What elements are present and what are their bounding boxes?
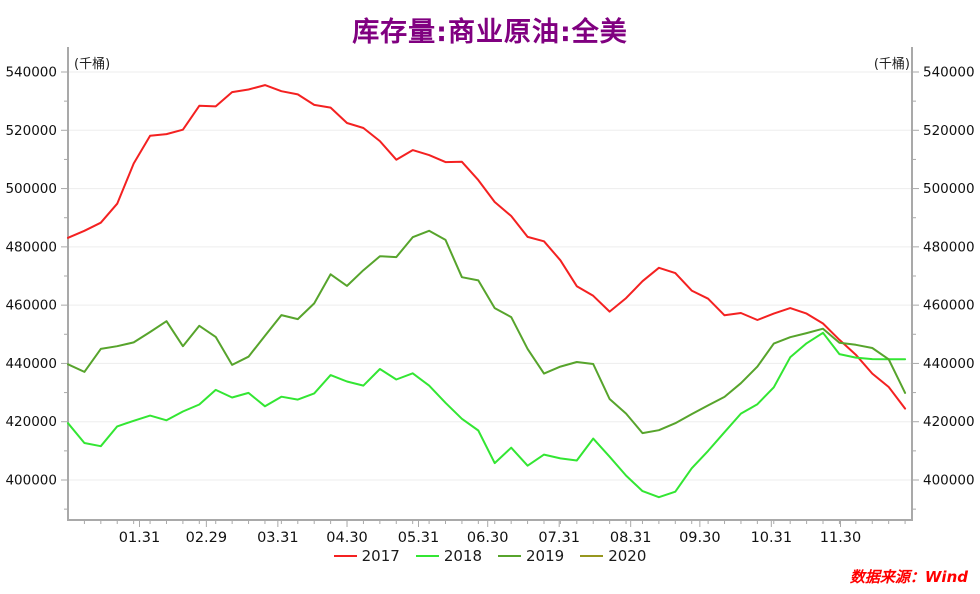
legend-swatch-2017 (333, 555, 357, 557)
y-tick-label: 500000 (5, 181, 57, 197)
legend-swatch-2018 (415, 555, 439, 557)
chart-legend: 2017 2018 2019 2020 (0, 547, 980, 565)
series-line-2019 (67, 229, 907, 435)
x-tick-label: 05.31 (398, 530, 440, 546)
y-tick-label: 540000 (923, 65, 975, 81)
y-tick-label: 460000 (923, 298, 975, 314)
x-tick-label: 08.31 (610, 530, 652, 546)
legend-label-2020: 2020 (608, 547, 647, 565)
legend-item-2020: 2020 (580, 547, 646, 565)
x-tick-label: 01.31 (119, 530, 161, 546)
x-tick-label: 06.30 (467, 530, 509, 546)
chart-title: 库存量:商业原油:全美 (352, 17, 628, 48)
y-tick-label: 540000 (5, 65, 57, 81)
y-axis-unit-right: (千桶) (873, 57, 910, 72)
y-tick-label: 520000 (923, 123, 975, 139)
x-tick-label: 02.29 (186, 530, 228, 546)
legend-item-2019: 2019 (498, 547, 564, 565)
y-tick-label: 520000 (5, 123, 57, 139)
y-tick-label: 480000 (923, 239, 975, 255)
x-tick-label: 10.31 (751, 530, 793, 546)
series-line-2017 (67, 84, 907, 410)
y-tick-label: 420000 (923, 414, 975, 430)
legend-label-2017: 2017 (361, 547, 400, 565)
x-tick-label: 11.30 (820, 530, 862, 546)
legend-swatch-2019 (498, 555, 521, 557)
legend-label-2019: 2019 (526, 547, 565, 565)
legend-swatch-2020 (580, 555, 604, 557)
data-source-note: 数据来源：Wind (849, 568, 968, 586)
legend-item-2018: 2018 (415, 547, 482, 565)
y-tick-label: 400000 (923, 473, 975, 489)
x-tick-label: 09.30 (679, 530, 721, 546)
y-tick-label: 440000 (923, 356, 975, 372)
series-line-2018 (67, 331, 907, 499)
x-tick-label: 04.30 (326, 530, 368, 546)
legend-item-2017: 2017 (333, 547, 400, 565)
y-tick-label: 480000 (5, 239, 57, 255)
x-tick-label: 03.31 (257, 530, 299, 546)
y-tick-label: 500000 (923, 181, 975, 197)
y-axis-unit-left: (千桶) (74, 57, 111, 72)
y-tick-label: 400000 (5, 473, 57, 489)
y-tick-label: 420000 (5, 414, 57, 430)
legend-label-2018: 2018 (443, 547, 482, 565)
y-tick-label: 460000 (5, 298, 57, 314)
y-tick-label: 440000 (5, 356, 57, 372)
x-tick-label: 07.31 (538, 530, 580, 546)
